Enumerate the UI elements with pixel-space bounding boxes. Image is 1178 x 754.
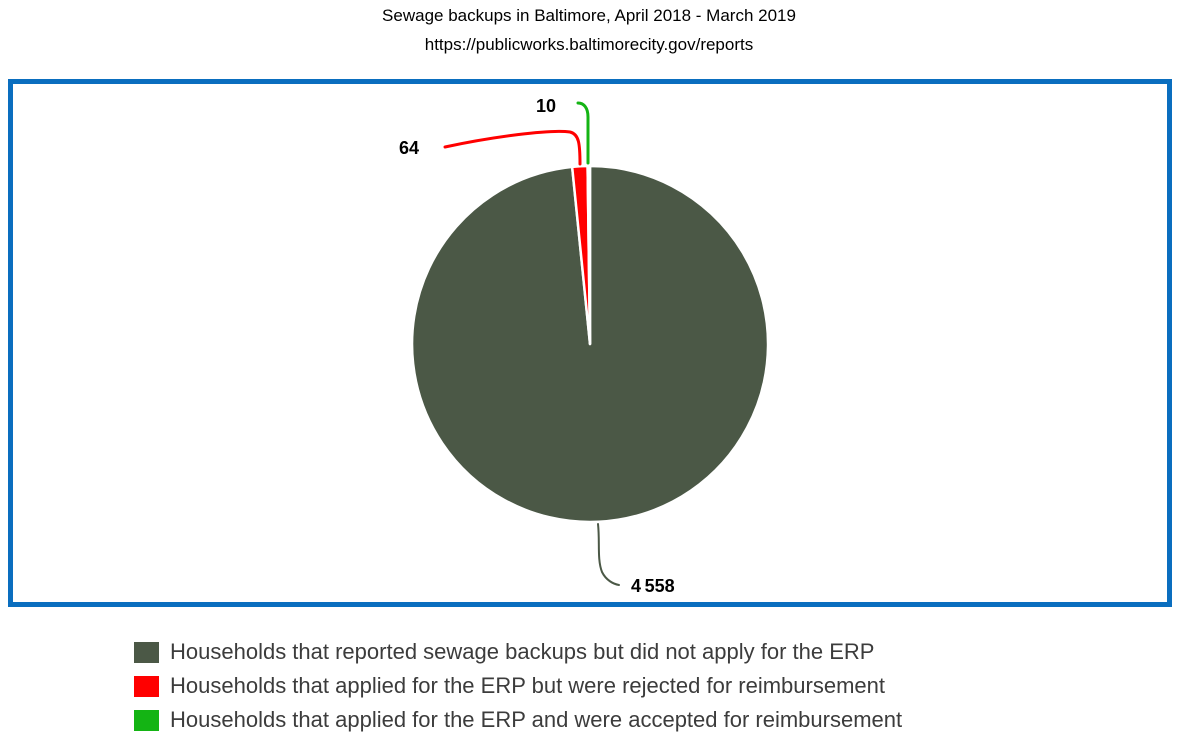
legend: Households that reported sewage backups …: [134, 641, 902, 731]
leader-lines: [443, 101, 620, 586]
legend-label-no-apply: Households that reported sewage backups …: [170, 639, 875, 664]
leader-line-accepted: [576, 101, 590, 165]
pie-slices: [410, 164, 770, 524]
legend-row-no-apply: Households that reported sewage backups …: [134, 641, 902, 663]
legend-label-accepted: Households that applied for the ERP and …: [170, 707, 903, 732]
value-callout-no-apply: 4 558: [631, 576, 675, 596]
leader-line-rejected: [443, 129, 582, 166]
pie-slice: [586, 164, 592, 346]
legend-label-rejected: Households that applied for the ERP but …: [170, 673, 885, 698]
pie-svg: [410, 101, 770, 586]
legend-row-accepted: Households that applied for the ERP and …: [134, 709, 902, 731]
legend-row-rejected: Households that applied for the ERP but …: [134, 675, 902, 697]
value-callout-accepted: 10: [536, 96, 557, 116]
chart-title: Sewage backups in Baltimore, April 2018 …: [382, 6, 796, 25]
chart-header: Sewage backups in Baltimore, April 2018 …: [0, 5, 1178, 56]
legend-swatch-no-apply: [134, 641, 159, 663]
legend-swatch-accepted: [134, 709, 159, 731]
chart-subtitle-url: https://publicworks.baltimorecity.gov/re…: [424, 35, 754, 54]
legend-swatch-rejected: [134, 675, 159, 697]
chart-frame: [8, 79, 1172, 607]
leader-line-no-apply: [597, 523, 620, 586]
value-callout-rejected: 64: [399, 138, 420, 158]
